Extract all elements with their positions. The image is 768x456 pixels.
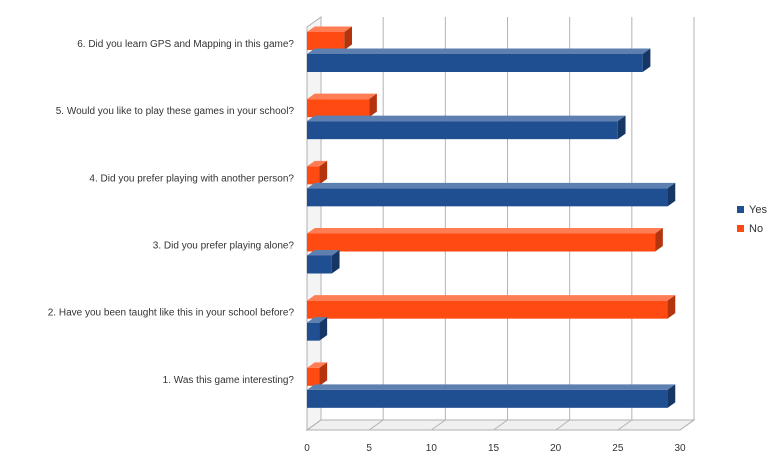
bar-side <box>319 317 328 341</box>
bar-top <box>307 295 676 301</box>
x-tick-label: 0 <box>304 443 310 454</box>
bar-front <box>307 389 668 408</box>
bar-front <box>307 255 332 274</box>
legend-label-no: No <box>749 223 763 235</box>
bar-top <box>307 384 676 390</box>
legend-label-yes: Yes <box>749 204 767 216</box>
bar-top <box>307 48 651 54</box>
gridline-floor <box>679 419 695 431</box>
category-label: 5. Would you like to play these games in… <box>56 106 295 117</box>
bar-front <box>307 300 668 319</box>
gridline-floor <box>493 419 508 431</box>
bar-yes <box>307 317 328 341</box>
bar-top <box>307 182 676 189</box>
bar-top <box>307 93 377 100</box>
bar-top <box>307 362 328 368</box>
bar-no <box>307 362 328 386</box>
bar-no <box>307 228 663 252</box>
bar-front <box>307 188 668 207</box>
bar-front <box>307 166 320 185</box>
legend-swatch-no <box>737 225 744 232</box>
bar-no <box>307 160 328 185</box>
bar-yes <box>307 182 676 207</box>
chart-walls <box>305 16 696 431</box>
bar-side <box>667 182 676 207</box>
bar-no <box>307 93 377 118</box>
bar-top <box>307 228 663 234</box>
x-tick-label: 5 <box>366 443 372 454</box>
gridline-floor <box>306 419 322 431</box>
bar-side <box>319 362 328 386</box>
bar-yes <box>307 384 676 408</box>
x-tick-label: 30 <box>674 443 686 454</box>
gridline-floor <box>555 419 570 431</box>
x-tick-label: 15 <box>488 443 500 454</box>
bar-front <box>307 233 656 252</box>
gridline-floor <box>617 419 633 431</box>
x-tick-label: 10 <box>426 443 438 454</box>
bar-front <box>307 54 643 72</box>
bar-side <box>617 115 626 140</box>
x-tick-label: 25 <box>612 443 624 454</box>
bar-side <box>331 250 340 274</box>
category-label: 6. Did you learn GPS and Mapping in this… <box>77 39 294 50</box>
category-label: 4. Did you prefer playing with another p… <box>89 173 294 184</box>
bar-yes <box>307 250 340 274</box>
category-label: 2. Have you been taught like this in you… <box>48 308 295 319</box>
bar-front <box>307 367 320 386</box>
bar-top <box>307 250 340 256</box>
legend-swatch-yes <box>737 206 744 213</box>
bar-no <box>307 295 676 319</box>
bar-side <box>369 93 377 118</box>
bar-top <box>307 317 328 323</box>
bar-side <box>667 384 676 408</box>
bar-no <box>307 26 352 50</box>
gridlines <box>306 17 695 431</box>
bar-top <box>307 115 626 122</box>
category-labels: 6. Did you learn GPS and Mapping in this… <box>48 39 295 386</box>
category-label: 1. Was this game interesting? <box>163 375 295 386</box>
bar-front <box>307 121 618 140</box>
gridline-floor <box>368 419 384 431</box>
bar-front <box>307 32 345 50</box>
bars <box>307 26 676 408</box>
bar-yes <box>307 115 626 140</box>
bar-side <box>642 48 651 72</box>
legend: Yes No <box>737 204 767 235</box>
bar-side <box>319 160 328 185</box>
bar-side <box>655 228 663 252</box>
bar-top <box>307 160 328 167</box>
gridline-floor <box>431 419 446 431</box>
bar-top <box>307 26 352 32</box>
x-tick-label: 20 <box>550 443 562 454</box>
category-label: 3. Did you prefer playing alone? <box>153 241 295 252</box>
x-tick-labels: 0 5 10 15 20 25 30 <box>304 443 686 454</box>
bar-front <box>307 99 370 118</box>
bar-yes <box>307 48 651 72</box>
bar-side <box>344 26 352 50</box>
bar-side <box>667 295 676 319</box>
bar-front <box>307 322 320 341</box>
